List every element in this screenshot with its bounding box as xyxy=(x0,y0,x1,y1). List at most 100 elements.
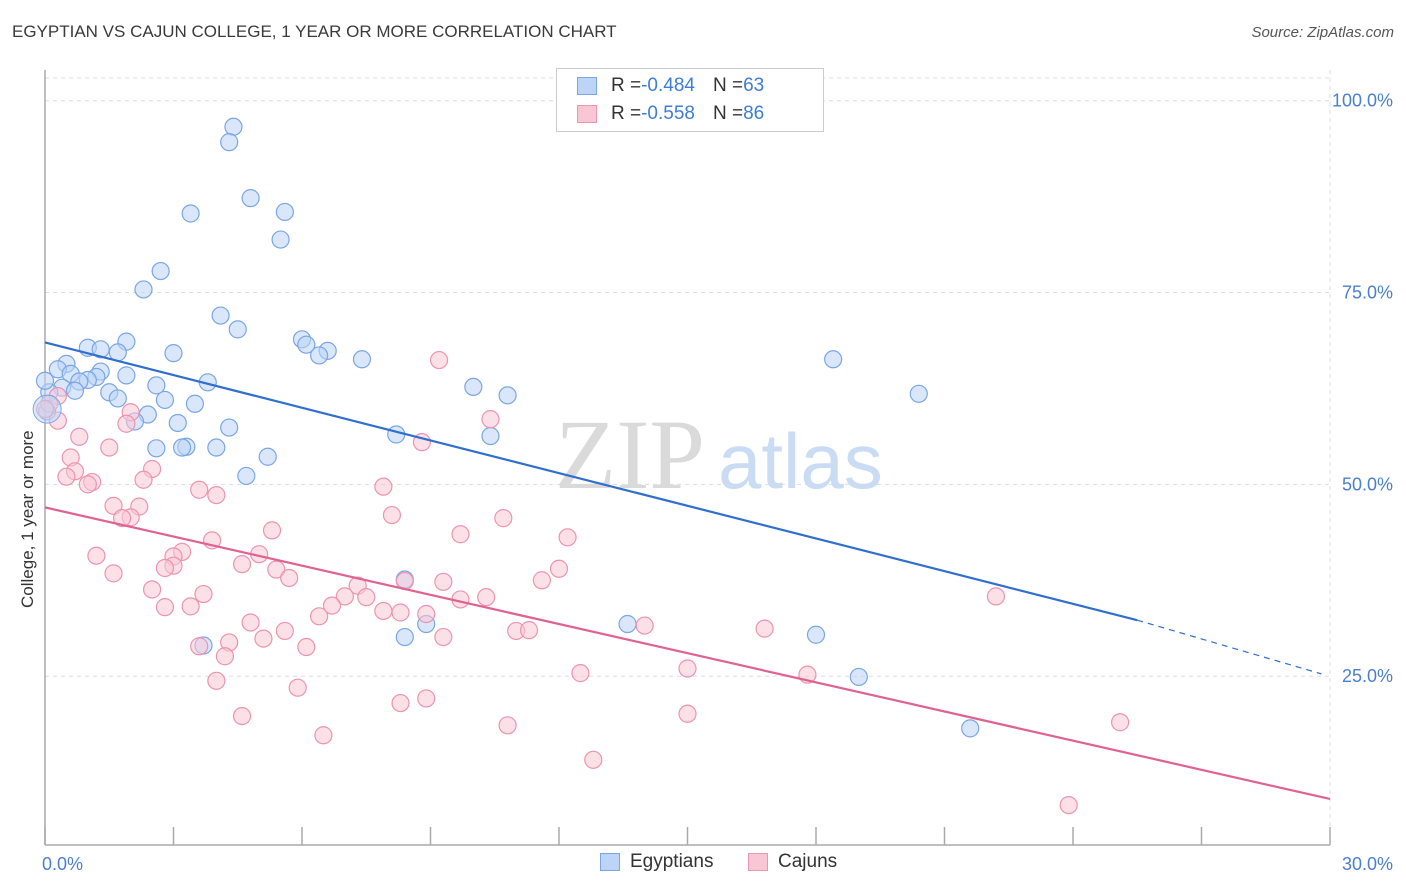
egyptians-point xyxy=(258,447,277,466)
egyptians-point xyxy=(181,204,200,223)
cajuns-point xyxy=(519,621,539,640)
cajuns-point xyxy=(232,706,252,726)
legend-row-cajuns: R = -0.558 N = 86 xyxy=(577,103,764,125)
cajuns-point xyxy=(481,410,500,429)
cajuns-point xyxy=(104,564,123,583)
cajuns-point xyxy=(155,598,175,617)
cajuns-point xyxy=(494,509,513,528)
egyptians-trend-extension xyxy=(1137,619,1322,675)
cajuns-point xyxy=(207,671,226,690)
cajuns-point xyxy=(275,621,294,641)
cajuns-point xyxy=(310,607,329,626)
egyptians-point xyxy=(464,377,483,397)
egyptians-point xyxy=(961,719,980,738)
cajuns-point xyxy=(215,647,234,666)
cajuns-point xyxy=(558,528,577,547)
n-label-egyptians: N = xyxy=(712,75,744,96)
cajuns-point xyxy=(232,555,252,574)
egyptians-point xyxy=(806,625,826,644)
cajuns-trend-line xyxy=(44,506,1331,801)
egyptians-point xyxy=(65,381,85,400)
egyptians-point xyxy=(185,394,205,413)
cajuns-point xyxy=(288,678,307,697)
data-points xyxy=(32,117,1130,815)
egyptians-point xyxy=(618,614,637,634)
egyptians-point xyxy=(172,438,192,457)
cajuns-point xyxy=(297,637,316,657)
egyptians-point xyxy=(220,133,239,152)
tick-labels: 25.0% 50.0% 75.0% 100.0% 0.0% 30.0% xyxy=(42,91,1393,874)
r-label-egyptians: R = xyxy=(611,75,642,96)
r-value-egyptians: -0.484 xyxy=(641,75,695,96)
y-tick-label: 25.0% xyxy=(1342,666,1393,686)
y-tick-label: 100.0% xyxy=(1332,91,1393,111)
egyptians-point xyxy=(909,384,928,403)
cajuns-point xyxy=(70,427,89,446)
egyptians-point xyxy=(151,261,170,281)
egyptians-legend-label: Egyptians xyxy=(630,851,714,872)
egyptians-cluster-point xyxy=(32,394,62,424)
egyptians-point xyxy=(352,350,372,369)
egyptians-point xyxy=(275,202,294,222)
cajuns-point xyxy=(190,480,209,499)
cajuns-point xyxy=(194,584,213,604)
egyptians-point xyxy=(824,350,843,369)
egyptians-point xyxy=(164,344,183,363)
egyptians-point xyxy=(224,117,243,136)
cajuns-point xyxy=(391,693,410,713)
egyptians-point xyxy=(237,466,256,486)
egyptians-point xyxy=(849,667,868,687)
egyptians-point xyxy=(211,306,230,325)
x-tick-label: 0.0% xyxy=(42,854,83,874)
n-value-egyptians: 63 xyxy=(743,75,765,96)
cajuns-point xyxy=(267,560,286,579)
cajuns-point xyxy=(142,580,162,599)
r-label-cajuns: R = xyxy=(611,103,642,124)
cajuns-point xyxy=(549,559,569,578)
bottom-legend-egyptians: Egyptians xyxy=(600,851,713,873)
egyptians-point xyxy=(117,366,136,385)
cajuns-point xyxy=(155,558,175,578)
egyptians-point xyxy=(498,386,517,405)
egyptians-trend-line xyxy=(44,341,1138,622)
r-value-cajuns: -0.558 xyxy=(641,103,695,124)
egyptians-point xyxy=(241,189,260,208)
cajuns-point xyxy=(87,546,106,565)
cajuns-point xyxy=(1111,713,1130,732)
y-axis-label: College, 1 year or more xyxy=(18,430,37,608)
stats-legend: R = -0.484 N = 63 R = -0.558 N = 86 xyxy=(556,68,824,132)
cajuns-point xyxy=(374,477,393,496)
chart-title: EGYPTIAN VS CAJUN COLLEGE, 1 YEAR OR MOR… xyxy=(12,22,617,41)
egyptians-point xyxy=(147,439,166,458)
cajuns-point xyxy=(417,689,436,708)
y-tick-label: 50.0% xyxy=(1342,474,1393,494)
cajuns-point xyxy=(498,716,517,735)
cajuns-point xyxy=(755,619,774,638)
cajuns-point xyxy=(417,604,436,624)
cajuns-point xyxy=(322,596,342,615)
cajuns-point xyxy=(434,627,453,647)
egyptians-point xyxy=(271,230,290,249)
cajuns-point xyxy=(190,637,209,656)
x-tick-label: 30.0% xyxy=(1342,854,1393,874)
cajuns-point xyxy=(262,521,282,540)
cajuns-point xyxy=(678,704,697,723)
cajuns-point xyxy=(254,629,273,648)
cajuns-point xyxy=(429,350,449,370)
cajuns-point xyxy=(241,613,260,632)
egyptians-point xyxy=(134,280,153,299)
cajuns-legend-label: Cajuns xyxy=(778,851,838,872)
egyptians-point xyxy=(207,438,226,457)
egyptians-point xyxy=(91,340,110,359)
cajuns-point xyxy=(477,588,496,607)
cajuns-point xyxy=(357,588,376,607)
cajuns-point xyxy=(382,505,402,525)
cajuns-point xyxy=(78,475,97,494)
cajuns-point xyxy=(571,664,590,683)
egyptians-swatch xyxy=(577,77,597,95)
legend-row-egyptians: R = -0.484 N = 63 xyxy=(577,75,764,97)
cajuns-point xyxy=(391,603,410,622)
cajuns-point xyxy=(134,470,153,489)
egyptians-point xyxy=(481,426,500,446)
cajuns-point xyxy=(207,485,226,505)
